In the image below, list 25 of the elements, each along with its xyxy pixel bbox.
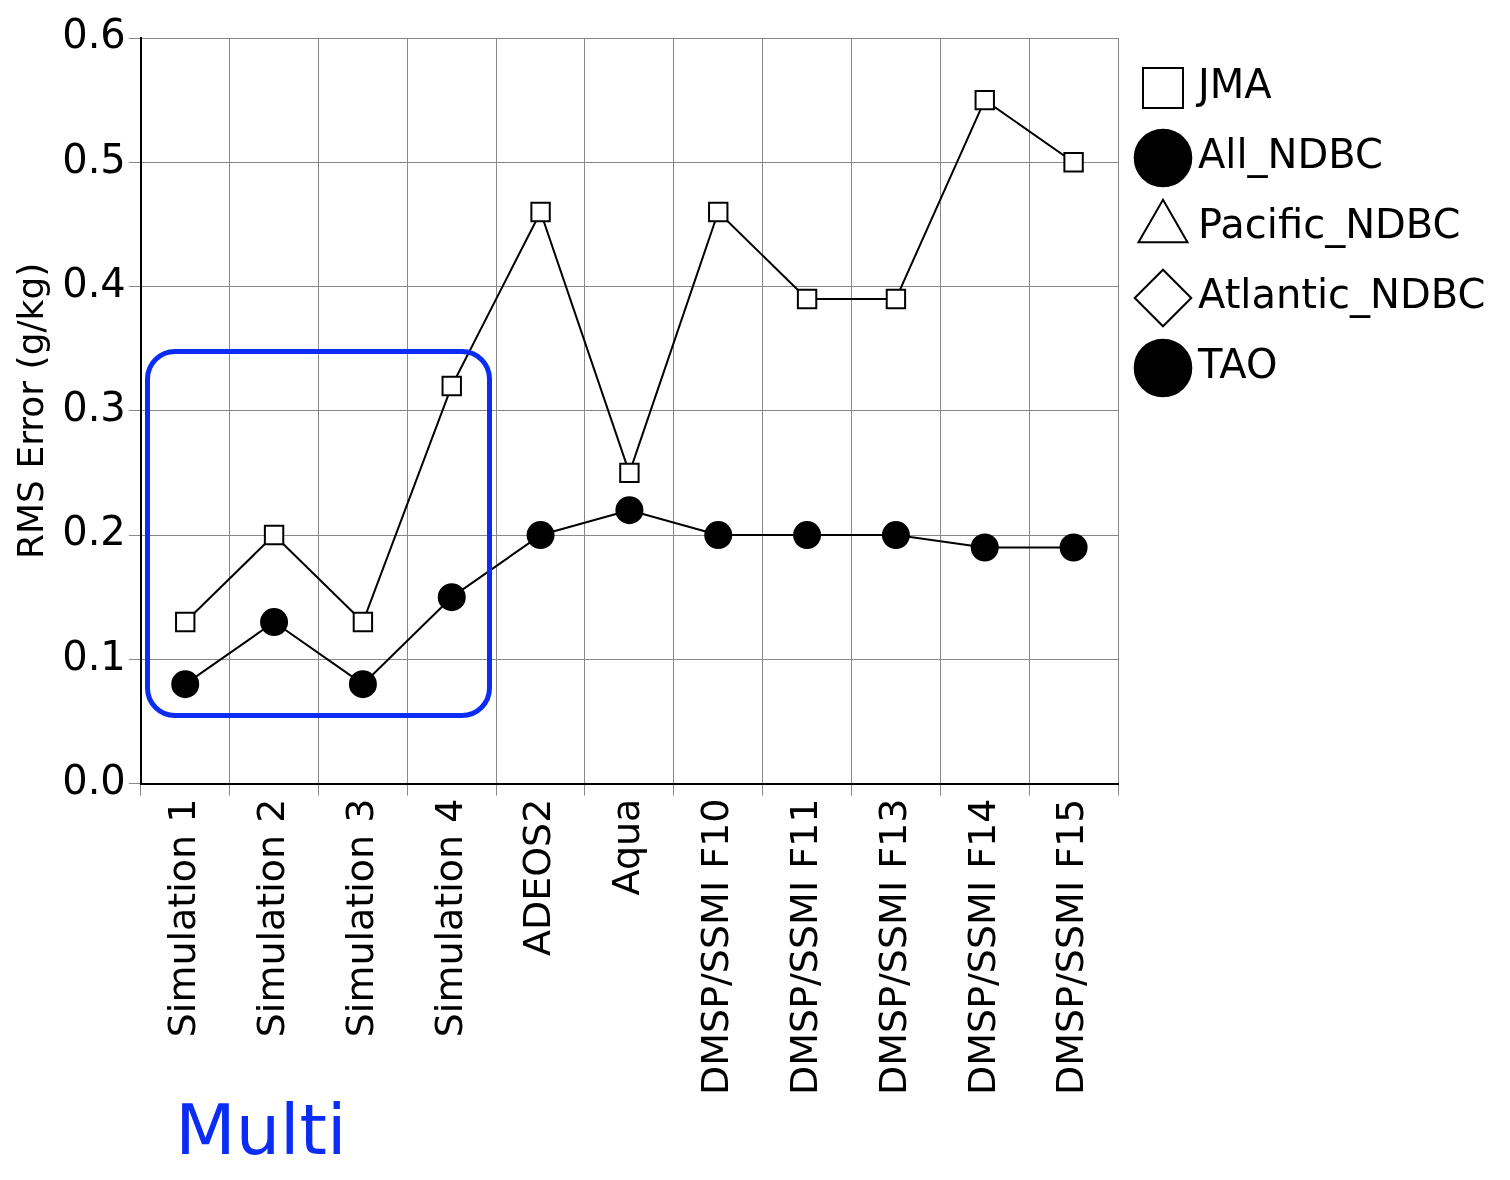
y-axis-title: RMS Error (g/kg) xyxy=(9,262,51,559)
x-tick-label: DMSP/SSMI F11 xyxy=(781,798,826,1096)
y-tick-label: 0.2 xyxy=(62,508,126,555)
x-tick-label: Simulation 1 xyxy=(160,798,205,1038)
x-tick-label: DMSP/SSMI F15 xyxy=(1048,798,1093,1096)
x-tick-label: DMSP/SSMI F10 xyxy=(693,798,738,1096)
legend-label: TAO xyxy=(1197,341,1278,388)
legend-label: Pacific_NDBC xyxy=(1198,201,1461,249)
x-tick-label: Aqua xyxy=(604,798,649,896)
y-tick-label: 0.0 xyxy=(62,756,126,803)
legend-label: All_NDBC xyxy=(1198,131,1383,179)
x-tick-label: DMSP/SSMI F14 xyxy=(959,798,1004,1096)
legend-label: Atlantic_NDBC xyxy=(1198,271,1486,319)
x-tick-label: Simulation 2 xyxy=(248,798,293,1038)
x-tick-label: Simulation 3 xyxy=(337,798,382,1038)
x-tick-label: DMSP/SSMI F13 xyxy=(870,798,915,1096)
x-tick-label: ADEOS2 xyxy=(515,798,560,957)
y-tick-label: 0.1 xyxy=(62,632,126,679)
text: Multi xyxy=(175,1089,347,1171)
y-tick-label: 0.4 xyxy=(62,259,126,306)
legend-label: JMA xyxy=(1195,61,1273,108)
x-tick-label: Simulation 4 xyxy=(426,798,471,1038)
y-tick-label: 0.3 xyxy=(62,384,126,431)
y-tick-label: 0.5 xyxy=(62,135,126,182)
y-tick-label: 0.6 xyxy=(62,11,126,58)
